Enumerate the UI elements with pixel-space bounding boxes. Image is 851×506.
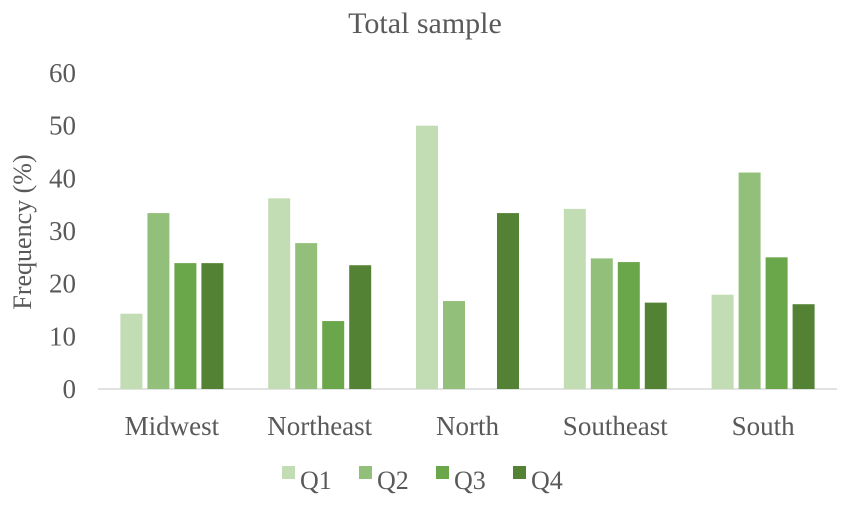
bar-south-q1 — [711, 294, 734, 389]
bar-northeast-q4 — [349, 265, 372, 389]
y-tick-label: 20 — [49, 269, 76, 299]
y-tick-label: 50 — [49, 111, 76, 141]
bar-north-q1 — [416, 125, 438, 390]
x-category-label: Northeast — [267, 411, 372, 441]
legend-label-q3: Q3 — [454, 466, 486, 495]
legend: Q1 Q2 Q3 Q4 — [282, 466, 563, 495]
bar-northeast-q2 — [295, 243, 318, 389]
x-axis-categories: Midwest Northeast North Southeast South — [125, 411, 795, 441]
bar-midwest-q3 — [174, 263, 197, 389]
y-tick-label: 40 — [49, 163, 76, 193]
y-tick-label: 0 — [63, 374, 77, 404]
y-tick-label: 30 — [49, 216, 76, 246]
bar-north-q4 — [497, 213, 519, 389]
legend-swatch-q2 — [359, 466, 372, 479]
bar-northeast-q1 — [268, 198, 291, 389]
bar-north-q2 — [443, 301, 465, 389]
bar-midwest-q1 — [120, 313, 143, 389]
bar-southeast-q4 — [644, 302, 667, 389]
legend-swatch-q3 — [436, 466, 449, 479]
legend-swatch-q1 — [282, 466, 295, 479]
bar-south-q3 — [765, 257, 788, 389]
bar-southeast-q3 — [617, 262, 640, 389]
x-category-label: Midwest — [125, 411, 220, 441]
bar-northeast-q3 — [322, 321, 345, 389]
bar-midwest-q2 — [147, 213, 170, 389]
y-axis-ticks: 0 10 20 30 40 50 60 — [49, 58, 76, 404]
x-category-label: South — [732, 411, 796, 441]
y-tick-label: 10 — [49, 321, 76, 351]
legend-label-q4: Q4 — [531, 466, 563, 495]
legend-swatch-q4 — [513, 466, 526, 479]
bar-southeast-q1 — [563, 208, 586, 389]
x-category-label: Southeast — [563, 411, 668, 441]
y-axis-label: Frequency (%) — [8, 154, 37, 309]
bars — [120, 125, 815, 390]
bar-south-q2 — [738, 172, 761, 389]
bar-southeast-q2 — [590, 258, 613, 389]
y-tick-label: 60 — [49, 58, 76, 88]
chart-title: Total sample — [348, 7, 502, 40]
legend-label-q2: Q2 — [377, 466, 409, 495]
legend-label-q1: Q1 — [300, 466, 332, 495]
bar-midwest-q4 — [201, 263, 224, 389]
bar-south-q4 — [792, 304, 815, 389]
x-category-label: North — [436, 411, 499, 441]
